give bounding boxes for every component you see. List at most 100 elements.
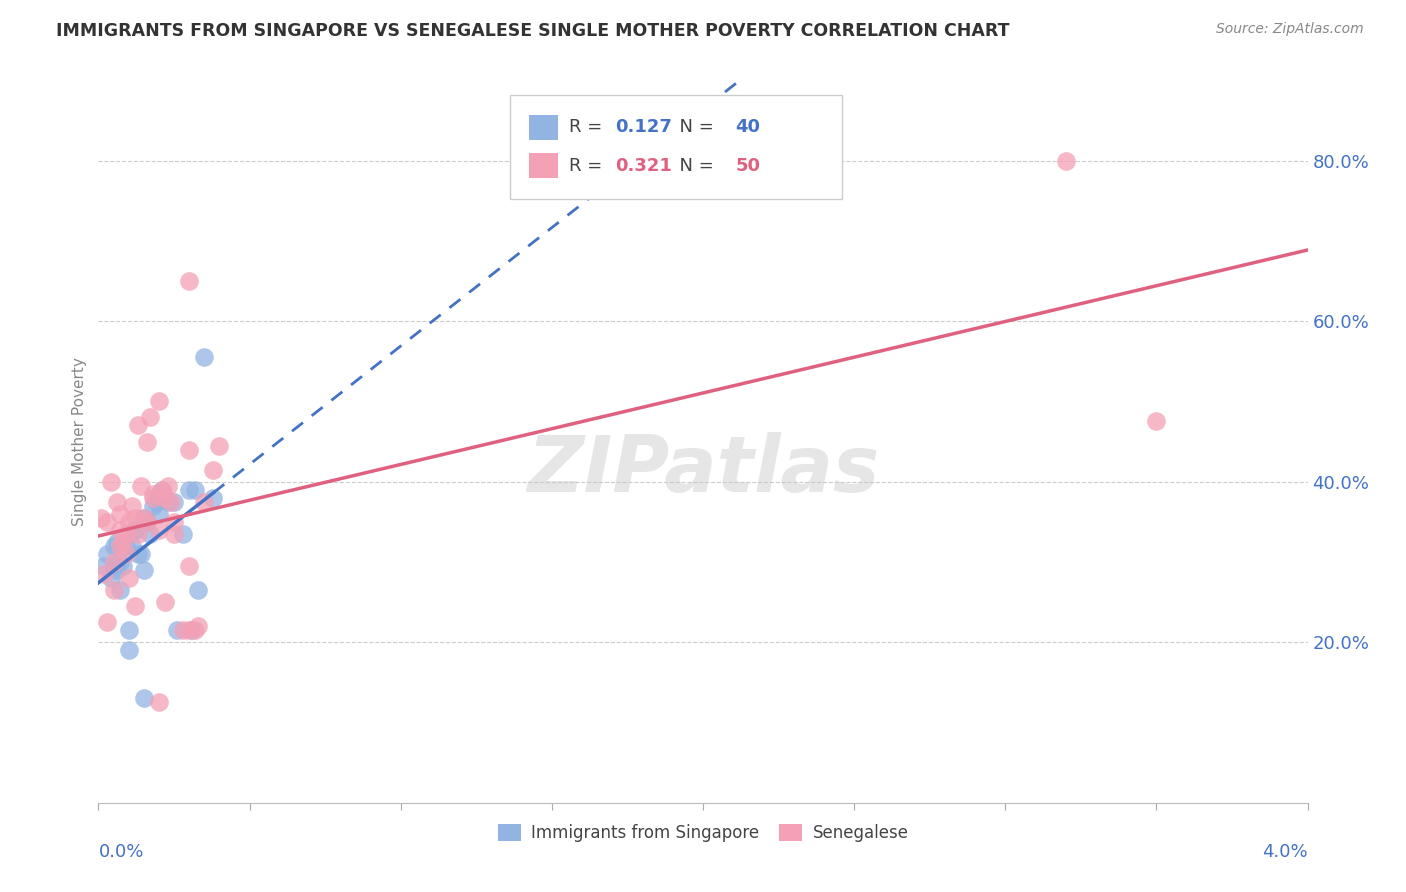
- Point: [129, 547, 152, 561]
- Point: [108, 583, 131, 598]
- Point: [135, 434, 157, 449]
- Point: [139, 410, 162, 425]
- Point: [142, 486, 165, 500]
- Text: 0.127: 0.127: [614, 119, 672, 136]
- FancyBboxPatch shape: [529, 153, 558, 178]
- Point: [163, 494, 186, 508]
- Point: [193, 350, 215, 364]
- Point: [108, 555, 131, 569]
- Point: [1054, 153, 1077, 168]
- Text: IMMIGRANTS FROM SINGAPORE VS SENEGALESE SINGLE MOTHER POVERTY CORRELATION CHART: IMMIGRANTS FROM SINGAPORE VS SENEGALESE …: [56, 22, 1010, 40]
- Point: [124, 523, 146, 537]
- Point: [193, 494, 215, 508]
- Point: [172, 526, 194, 541]
- Point: [187, 583, 209, 598]
- Point: [179, 623, 201, 637]
- Point: [142, 499, 165, 513]
- Point: [111, 558, 134, 574]
- Point: [142, 491, 165, 505]
- Point: [184, 483, 207, 497]
- Point: [96, 515, 118, 529]
- Point: [111, 534, 134, 549]
- Point: [187, 619, 209, 633]
- Text: 0.0%: 0.0%: [98, 843, 143, 861]
- FancyBboxPatch shape: [529, 115, 558, 139]
- Point: [103, 555, 125, 569]
- Text: N =: N =: [668, 119, 720, 136]
- Point: [163, 515, 186, 529]
- Point: [179, 442, 201, 457]
- Point: [148, 696, 170, 710]
- Point: [127, 418, 149, 433]
- Point: [96, 547, 118, 561]
- Point: [127, 526, 149, 541]
- Legend: Immigrants from Singapore, Senegalese: Immigrants from Singapore, Senegalese: [491, 817, 915, 848]
- Point: [132, 563, 155, 577]
- Point: [118, 515, 141, 529]
- Text: N =: N =: [668, 156, 720, 175]
- Point: [156, 478, 179, 492]
- Point: [108, 523, 131, 537]
- Point: [208, 438, 231, 452]
- Point: [118, 643, 141, 657]
- Point: [172, 623, 194, 637]
- Point: [150, 483, 173, 497]
- Text: Source: ZipAtlas.com: Source: ZipAtlas.com: [1216, 22, 1364, 37]
- Point: [153, 595, 176, 609]
- Point: [118, 571, 141, 585]
- Point: [100, 571, 122, 585]
- Point: [145, 494, 167, 508]
- Point: [181, 623, 204, 637]
- Point: [124, 599, 146, 614]
- Text: 50: 50: [735, 156, 761, 175]
- Point: [93, 567, 115, 582]
- Text: 40: 40: [735, 119, 761, 136]
- Point: [105, 534, 128, 549]
- Text: 0.321: 0.321: [614, 156, 672, 175]
- Point: [124, 523, 146, 537]
- Point: [118, 623, 141, 637]
- Point: [202, 462, 225, 476]
- Point: [108, 539, 131, 553]
- Point: [148, 486, 170, 500]
- Point: [135, 515, 157, 529]
- Point: [148, 491, 170, 505]
- Point: [114, 547, 136, 561]
- Point: [148, 523, 170, 537]
- Point: [103, 558, 125, 574]
- Point: [108, 507, 131, 521]
- Point: [103, 583, 125, 598]
- Point: [156, 494, 179, 508]
- Point: [121, 499, 143, 513]
- Point: [100, 475, 122, 489]
- Point: [93, 558, 115, 574]
- Point: [105, 563, 128, 577]
- Point: [184, 623, 207, 637]
- Point: [129, 478, 152, 492]
- Point: [132, 691, 155, 706]
- Point: [127, 547, 149, 561]
- Point: [132, 510, 155, 524]
- Point: [153, 491, 176, 505]
- Point: [132, 510, 155, 524]
- Point: [179, 558, 201, 574]
- Point: [114, 539, 136, 553]
- Y-axis label: Single Mother Poverty: Single Mother Poverty: [72, 357, 87, 526]
- Point: [153, 491, 176, 505]
- Text: R =: R =: [569, 156, 607, 175]
- Point: [121, 539, 143, 553]
- Point: [114, 526, 136, 541]
- Point: [150, 483, 173, 497]
- Point: [179, 274, 201, 288]
- Point: [166, 623, 188, 637]
- Point: [124, 510, 146, 524]
- Point: [103, 539, 125, 553]
- Text: R =: R =: [569, 119, 607, 136]
- Point: [135, 515, 157, 529]
- Point: [163, 526, 186, 541]
- Point: [202, 491, 225, 505]
- Text: 4.0%: 4.0%: [1263, 843, 1308, 861]
- Point: [148, 507, 170, 521]
- Point: [96, 615, 118, 630]
- Point: [1146, 414, 1168, 428]
